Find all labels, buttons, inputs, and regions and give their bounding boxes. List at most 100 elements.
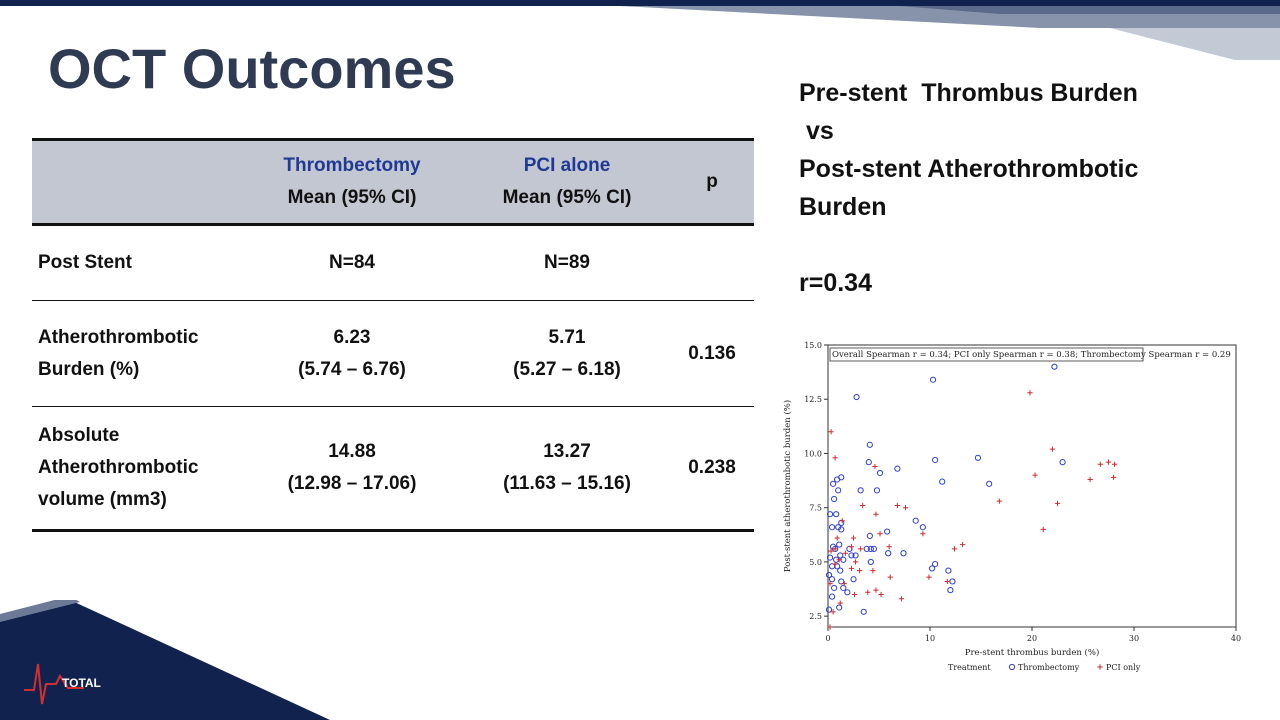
thrombectomy-point	[870, 545, 878, 553]
pci-only-point	[873, 511, 879, 517]
pci-only-point	[830, 609, 836, 615]
pci-only-point	[842, 550, 848, 556]
pci-only-point	[944, 578, 950, 585]
thrombectomy-point	[865, 459, 872, 466]
header-pci-alone: PCI alone Mean (95% CI)	[464, 138, 670, 226]
pci-only-point	[848, 565, 855, 572]
plot-annotation: Overall Spearman r = 0.34; PCI only Spea…	[832, 350, 1231, 360]
legend-thrombectomy-label: Thrombectomy	[1018, 663, 1080, 672]
x-tick-label: 0	[825, 634, 830, 643]
pci-only-point	[1027, 390, 1033, 396]
pci-only-point	[960, 541, 966, 548]
y-tick-label: 2.5	[809, 612, 822, 621]
thrombectomy-point	[876, 469, 884, 477]
scatter-plot: Overall Spearman r = 0.34; PCI only Spea…	[782, 341, 1241, 672]
thrombectomy-point	[947, 587, 954, 594]
thrombectomy-point	[928, 565, 936, 572]
pci-only-point	[1054, 500, 1061, 506]
logo-text: TOTAL	[62, 676, 101, 690]
pci-only-point	[877, 531, 883, 537]
thrombectomy-point	[912, 517, 919, 524]
x-tick-label: 30	[1129, 634, 1139, 643]
thrombectomy-point	[853, 393, 860, 401]
pci-only-point	[1105, 459, 1112, 465]
pci-only-point	[850, 535, 857, 541]
thrombectomy-point	[866, 441, 873, 448]
thrombectomy-point	[945, 567, 952, 574]
summary-line: Burden	[799, 193, 887, 221]
pci-only-point	[886, 544, 892, 550]
thrombectomy-point	[837, 567, 844, 574]
thrombectomy-point	[844, 589, 851, 596]
footer-graphic	[0, 600, 330, 720]
pci-only-point	[828, 429, 834, 435]
pci-only-point	[858, 546, 864, 552]
thrombectomy-point	[974, 454, 982, 461]
thrombectomy-point	[939, 478, 946, 485]
pci-only-point	[841, 581, 847, 587]
pci-only-point	[887, 574, 893, 580]
thrombectomy-point	[867, 545, 874, 553]
thrombectomy-point	[828, 576, 836, 583]
thrombectomy-point	[825, 606, 833, 613]
x-axis-label: Pre-stent thrombus burden (%)	[965, 647, 1100, 658]
x-tick-label: 40	[1231, 634, 1241, 643]
pci-cell: 5.71 (5.27 – 6.18)	[464, 300, 670, 407]
p-value-cell: 0.238	[670, 406, 754, 532]
row-label: Absolute Atherothrombotic volume (mm3)	[32, 406, 240, 532]
pci-cell: 13.27 (11.63 – 15.16)	[464, 406, 670, 532]
plot-frame	[827, 344, 1237, 628]
page-title: OCT Outcomes	[48, 37, 456, 100]
thrombectomy-point	[949, 578, 956, 585]
legend-pci-marker	[1097, 664, 1103, 670]
thrombectomy-point	[900, 550, 907, 557]
table-row: Absolute Atherothrombotic volume (mm3) 1…	[32, 406, 754, 532]
pci-only-point	[1032, 472, 1038, 478]
pci-only-point	[926, 574, 932, 580]
pci-only-point	[832, 561, 838, 567]
pci-only-point	[851, 591, 858, 598]
thrombectomy-point	[837, 552, 844, 559]
pci-only-point	[873, 587, 879, 593]
pci-only-point	[1111, 474, 1117, 480]
pci-only-point	[836, 557, 842, 563]
header-sub-label: p	[706, 171, 718, 192]
pci-only-point	[852, 559, 859, 565]
thrombectomy-point	[833, 511, 840, 518]
thrombectomy-point	[840, 584, 847, 592]
y-tick-label: 10.0	[804, 449, 822, 458]
thrombectomy-point	[828, 524, 836, 531]
thrombectomy-point	[826, 554, 834, 561]
pci-only-point	[828, 548, 834, 554]
thrombectomy-point	[835, 487, 842, 494]
y-tick-label: 15.0	[804, 341, 822, 350]
summary-line: vs	[799, 117, 834, 145]
oct-outcomes-table: Thrombectomy Mean (95% CI) PCI alone Mea…	[32, 138, 754, 532]
top-banner-graphic	[0, 0, 1280, 60]
pci-only-point	[894, 502, 900, 509]
thrombectomy-point	[830, 480, 837, 487]
x-tick-label: 20	[1027, 634, 1037, 643]
thrombectomy-point	[932, 456, 939, 464]
thrombectomy-point	[834, 476, 841, 483]
pci-only-point	[951, 546, 958, 552]
pci-only-point	[902, 505, 909, 511]
table-row: Atherothrombotic Burden (%) 6.23 (5.74 –…	[32, 300, 754, 407]
thrombectomy-point	[1051, 363, 1058, 370]
ecg-logo-icon	[24, 663, 84, 705]
header-thrombectomy: Thrombectomy Mean (95% CI)	[240, 138, 464, 226]
pci-only-point	[878, 591, 884, 598]
pci-only-point	[832, 455, 838, 461]
pci-only-point	[834, 535, 840, 541]
y-tick-label: 7.5	[809, 504, 822, 513]
thrombectomy-point	[825, 571, 833, 579]
thrombectomy-point	[919, 524, 926, 531]
table-header-row: Thrombectomy Mean (95% CI) PCI alone Mea…	[32, 138, 754, 226]
pci-only-point	[1112, 461, 1118, 467]
thrombectomy-point	[860, 608, 867, 615]
p-value-cell: 0.136	[670, 300, 754, 407]
annotation-box	[829, 347, 1144, 362]
thrombectomy-point	[894, 465, 901, 472]
thrombectomy-point	[850, 576, 857, 583]
pci-only-point	[857, 568, 863, 574]
